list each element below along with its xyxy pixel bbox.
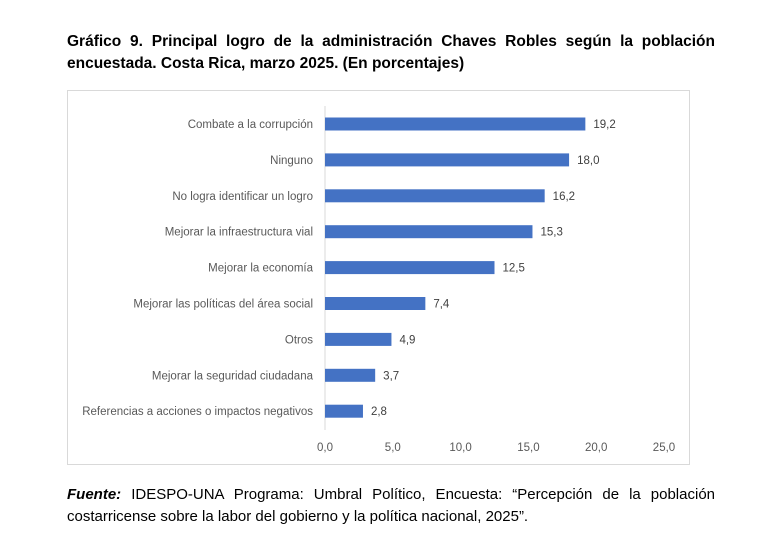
category-label: Combate a la corrupción: [188, 119, 313, 131]
x-tick-label: 15,0: [517, 442, 539, 454]
category-label: No logra identificar un logro: [172, 191, 313, 203]
x-tick-label: 25,0: [653, 442, 675, 454]
data-label: 4,9: [399, 334, 415, 346]
bar: [325, 368, 376, 382]
bar: [325, 404, 363, 418]
data-label: 3,7: [383, 370, 399, 382]
bar: [325, 153, 570, 167]
data-label: 16,2: [553, 191, 575, 203]
category-label: Mejorar la seguridad ciudadana: [152, 370, 314, 382]
bar: [325, 261, 495, 275]
category-label: Mejorar las políticas del área social: [133, 299, 313, 311]
x-tick-label: 10,0: [449, 442, 471, 454]
bar: [325, 189, 545, 203]
source-label: Fuente:: [67, 486, 122, 503]
category-label: Mejorar la infraestructura vial: [165, 227, 313, 239]
chart-title: Gráfico 9. Principal logro de la adminis…: [67, 33, 715, 72]
source-note: Fuente: IDESPO-UNA Programa: Umbral Polí…: [67, 484, 715, 528]
category-label: Otros: [285, 334, 313, 346]
bar: [325, 225, 533, 239]
category-label: Ninguno: [270, 155, 313, 167]
category-label: Mejorar la economía: [208, 263, 313, 275]
category-label: Referencias a acciones o impactos negati…: [82, 406, 313, 418]
source-text: IDESPO-UNA Programa: Umbral Político, En…: [67, 486, 715, 525]
chart-frame: [67, 90, 690, 465]
bar: [325, 332, 392, 346]
data-label: 15,3: [540, 227, 562, 239]
x-tick-label: 20,0: [585, 442, 607, 454]
data-label: 12,5: [503, 263, 525, 275]
bar: [325, 297, 426, 310]
data-label: 19,2: [593, 119, 615, 131]
x-tick-label: 5,0: [385, 442, 401, 454]
bar: [325, 117, 586, 131]
data-label: 2,8: [371, 406, 387, 418]
x-tick-label: 0,0: [317, 442, 333, 454]
data-label: 7,4: [433, 299, 450, 311]
data-label: 18,0: [577, 155, 599, 167]
